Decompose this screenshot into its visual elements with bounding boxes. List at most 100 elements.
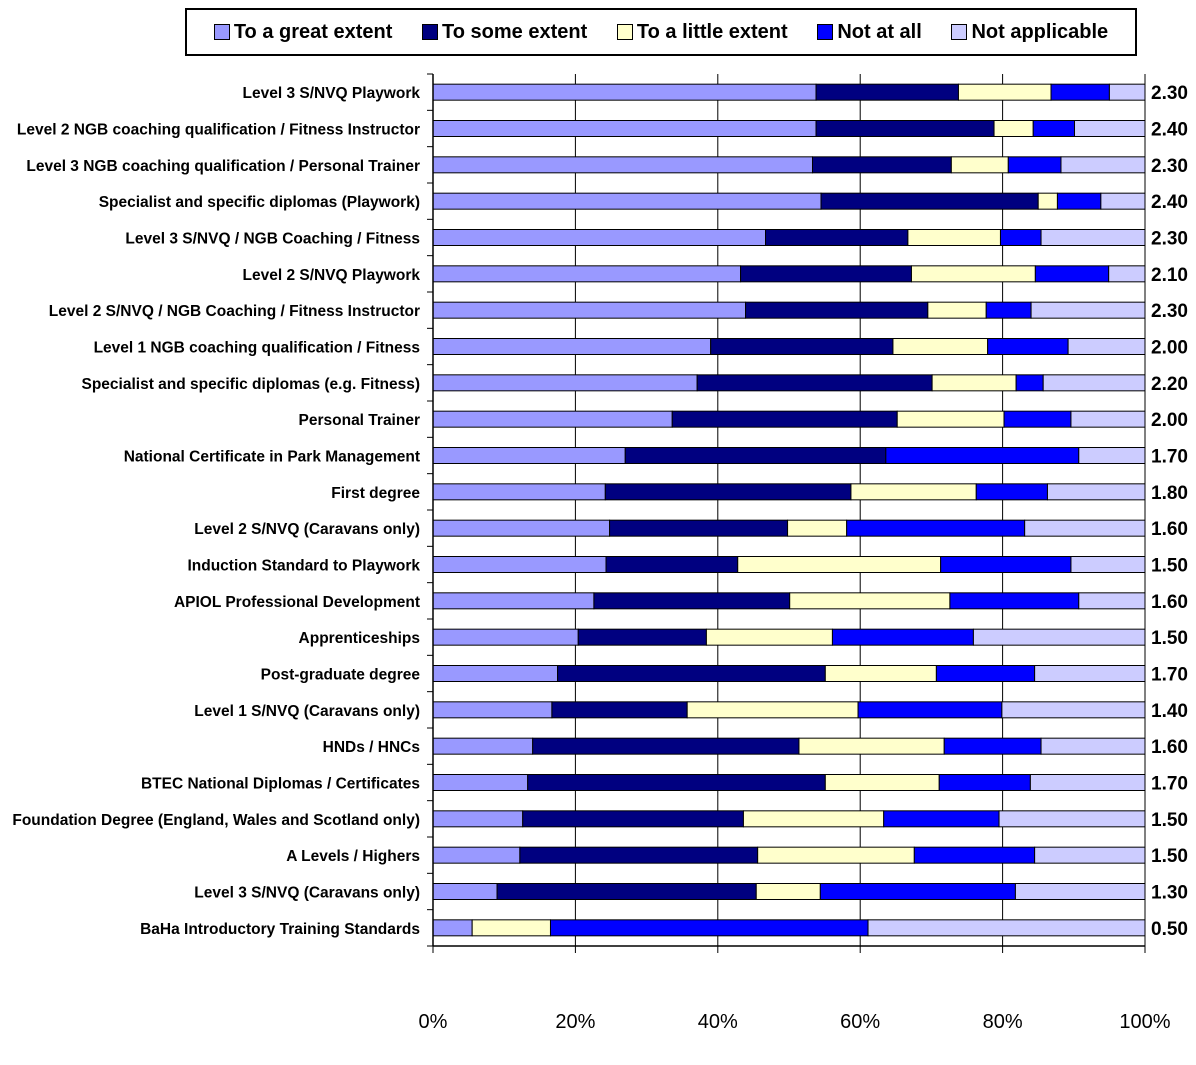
score-label: 1.60: [1151, 737, 1188, 758]
score-label: 2.30: [1151, 229, 1188, 250]
bar-segment: [432, 483, 606, 501]
bar-segment: [1108, 265, 1146, 283]
category-label: Level 3 S/NVQ Playwork: [243, 85, 421, 102]
bar-segment: [755, 883, 821, 900]
bar-segment: [1029, 774, 1146, 791]
bar-segment: [432, 447, 626, 464]
bar-segment: [432, 846, 521, 864]
bar-segment: [532, 737, 800, 755]
bar-segment: [896, 410, 1005, 428]
bar-segment: [432, 774, 529, 791]
legend-swatch: [213, 24, 230, 40]
bar-segment: [1034, 265, 1110, 283]
bar-segment: [938, 774, 1031, 791]
bar-segment: [943, 737, 1042, 755]
bar-segment: [757, 846, 915, 864]
score-label: 1.60: [1151, 592, 1188, 613]
category-label: National Certificate in Park Management: [124, 449, 420, 466]
bar-segment: [819, 883, 1016, 900]
bar-segment: [1032, 120, 1076, 137]
bar-segment: [1037, 192, 1058, 210]
bar-segment: [432, 883, 498, 900]
bar-segment: [993, 120, 1034, 137]
bar-segment: [824, 774, 940, 791]
bar-segment: [857, 701, 1003, 719]
bar-segment: [1030, 301, 1146, 319]
bar-segment: [815, 83, 959, 101]
bar-segment: [999, 229, 1042, 246]
bar-segment: [432, 519, 611, 537]
legend-swatch: [951, 24, 968, 40]
legend-label: To a great extent: [233, 20, 393, 43]
score-label: 2.30: [1151, 156, 1188, 177]
bar-segment: [577, 628, 707, 646]
bar-segment: [432, 628, 579, 646]
category-label: Level 1 S/NVQ (Caravans only): [194, 703, 420, 720]
score-label: 0.50: [1151, 919, 1188, 940]
category-label: Post-graduate degree: [261, 667, 421, 684]
category-label: Level 3 S/NVQ (Caravans only): [194, 885, 420, 902]
bar-segment: [432, 701, 553, 719]
score-label: 2.10: [1151, 265, 1188, 286]
bar-segment: [604, 483, 852, 501]
legend-item: To a great extent: [213, 20, 393, 44]
bar-segment: [1060, 156, 1146, 174]
x-tick-label: 0%: [419, 1011, 448, 1033]
bar-segment: [1034, 846, 1146, 864]
bar-segment: [1007, 156, 1062, 174]
bar-segment: [432, 338, 712, 355]
category-label: Level 2 S/NVQ / NGB Coaching / Fitness I…: [49, 303, 420, 320]
bar-segment: [432, 737, 534, 755]
score-label: 2.30: [1151, 301, 1188, 322]
bar-segment: [1074, 120, 1146, 137]
bar-segment: [931, 374, 1017, 392]
legend-label: To some extent: [442, 20, 588, 43]
bar-segment: [975, 483, 1048, 501]
bar-segment: [1078, 592, 1146, 610]
bar-segment: [432, 83, 817, 101]
score-label: 1.50: [1151, 846, 1188, 867]
bar-segment: [831, 628, 974, 646]
bar-segment: [1056, 192, 1102, 210]
category-label: Specialist and specific diplomas (Playwo…: [99, 194, 420, 211]
score-label: 1.40: [1151, 701, 1188, 722]
score-label: 1.80: [1151, 483, 1188, 504]
bar-segment: [972, 628, 1146, 646]
score-label: 2.00: [1151, 410, 1188, 431]
legend-label: Not applicable: [971, 20, 1109, 43]
category-label: Level 2 S/NVQ Playwork: [243, 267, 421, 284]
bar-segment: [950, 156, 1009, 174]
bar-segment: [527, 774, 826, 791]
x-tick-label: 80%: [983, 1011, 1023, 1033]
bar-segment: [1100, 192, 1146, 210]
legend-item: To some extent: [422, 21, 587, 44]
category-label: Apprenticeships: [299, 630, 420, 647]
bar-segment: [432, 665, 559, 682]
bar-segment: [1003, 410, 1072, 428]
bar-segment: [892, 338, 989, 355]
bar-segment: [609, 519, 789, 537]
bar-segment: [824, 665, 937, 682]
bar-segment: [432, 374, 698, 392]
x-tick-label: 60%: [840, 1011, 880, 1033]
score-label: 1.50: [1151, 810, 1188, 831]
score-label: 1.70: [1151, 665, 1188, 686]
bar-segment: [913, 846, 1036, 864]
score-label: 1.50: [1151, 628, 1188, 649]
legend-item: Not at all: [817, 21, 922, 44]
bar-segment: [1040, 737, 1146, 755]
bar-segment: [432, 919, 473, 937]
bar-segment: [927, 301, 987, 319]
bar-segment: [624, 447, 887, 464]
bar-segment: [987, 338, 1069, 355]
bar-segment: [846, 519, 1026, 537]
bar-segment: [710, 338, 894, 355]
category-label: Level 2 NGB coaching qualification / Fit…: [17, 122, 420, 139]
category-label: Level 2 S/NVQ (Caravans only): [194, 521, 420, 538]
x-tick-label: 40%: [698, 1011, 738, 1033]
category-label: Level 3 NGB coaching qualification / Per…: [26, 158, 420, 175]
score-label: 1.70: [1151, 774, 1188, 795]
category-label: HNDs / HNCs: [323, 739, 420, 756]
bar-segment: [605, 556, 739, 573]
